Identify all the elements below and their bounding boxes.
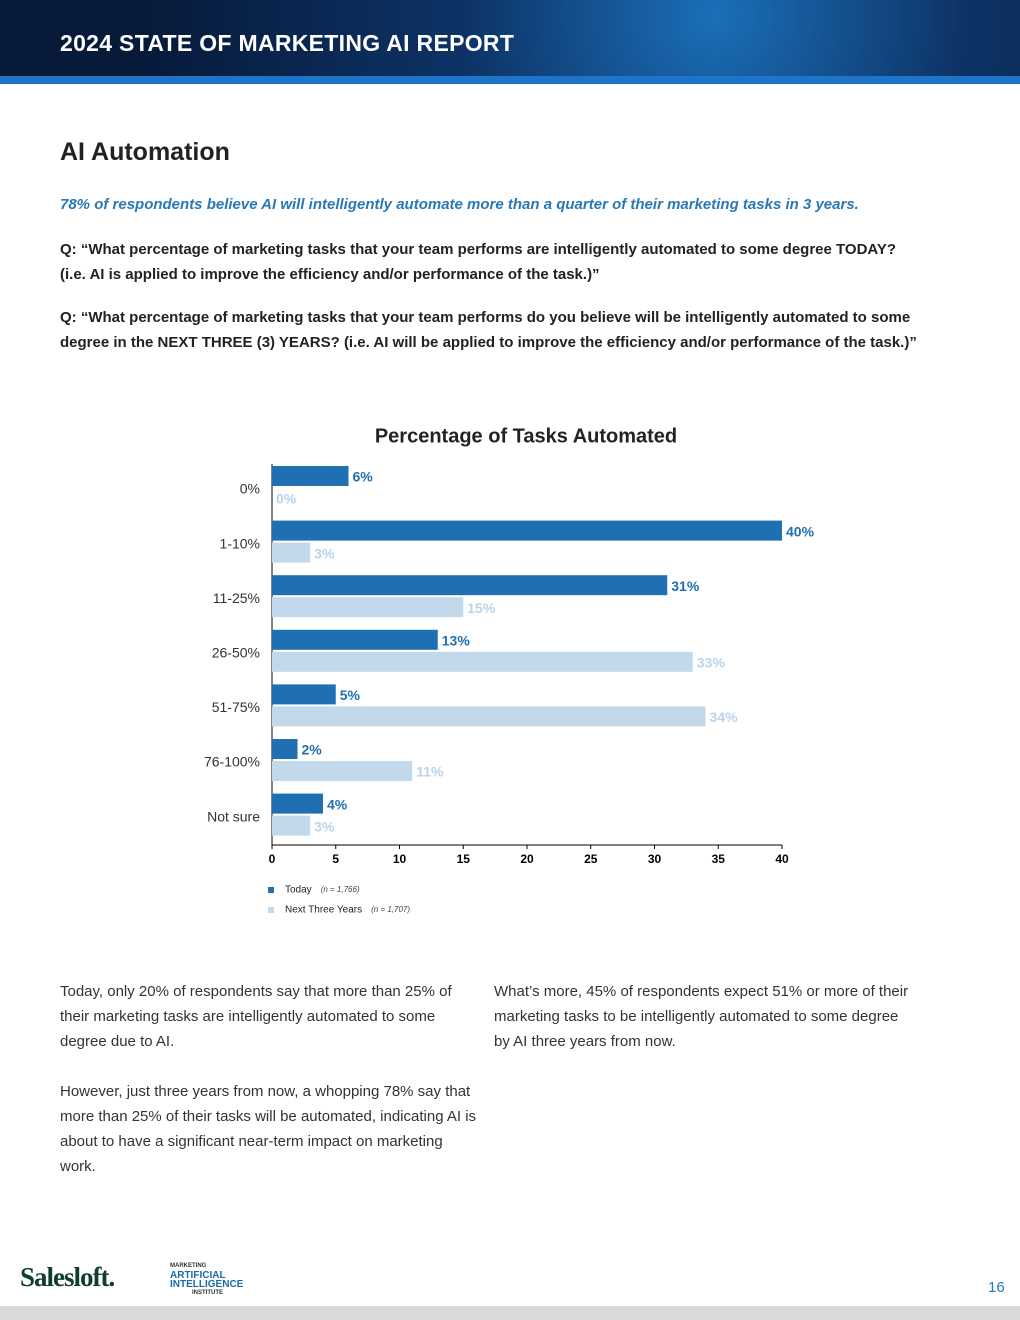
value-label: 0% xyxy=(276,491,297,507)
x-tick-label: 10 xyxy=(393,852,407,866)
value-label: 11% xyxy=(416,764,444,780)
x-tick-label: 35 xyxy=(712,852,726,866)
value-label: 33% xyxy=(697,655,726,671)
legend-note: (n = 1,766) xyxy=(321,885,360,894)
legend-label: Next Three Years xyxy=(285,905,362,916)
paragraph: However, just three years from now, a wh… xyxy=(60,1083,477,1175)
bar xyxy=(272,793,323,814)
bar xyxy=(272,575,668,596)
value-label: 40% xyxy=(786,523,815,539)
bar xyxy=(272,520,782,541)
y-tick-label: 1-10% xyxy=(220,535,260,551)
y-tick-label: 0% xyxy=(240,481,260,497)
legend-note: (n = 1,707) xyxy=(371,905,410,914)
value-label: 31% xyxy=(671,578,700,594)
bar xyxy=(272,815,311,836)
header-banner xyxy=(0,0,1020,76)
question: Q: “What percentage of marketing tasks t… xyxy=(60,241,897,283)
value-label: 34% xyxy=(710,709,739,725)
bar xyxy=(272,542,311,563)
logo-text: MARKETING xyxy=(170,1263,207,1269)
bar xyxy=(272,651,693,672)
chart-title: Percentage of Tasks Automated xyxy=(375,425,677,447)
body-left: Today, only 20% of respondents say that … xyxy=(60,979,480,1204)
value-label: 6% xyxy=(353,469,374,485)
x-tick-label: 40 xyxy=(775,852,789,866)
bar xyxy=(272,739,298,759)
value-label: 13% xyxy=(442,633,471,649)
x-tick-label: 25 xyxy=(584,852,598,866)
bar xyxy=(272,684,336,705)
value-label: 5% xyxy=(340,687,361,703)
value-label: 4% xyxy=(327,796,348,812)
x-tick-label: 5 xyxy=(332,852,339,866)
y-tick-label: 51-75% xyxy=(212,699,260,715)
header-title: 2024 STATE OF MARKETING AI REPORT xyxy=(60,30,515,56)
bar xyxy=(272,466,349,486)
legend-label: Today xyxy=(285,885,312,896)
y-tick-label: 26-50% xyxy=(212,645,260,661)
bar xyxy=(272,761,413,781)
value-label: 3% xyxy=(314,545,335,561)
section-title: AI Automation xyxy=(60,138,230,166)
x-tick-label: 30 xyxy=(648,852,662,866)
bar xyxy=(272,597,464,618)
footer-strip xyxy=(0,1306,1020,1320)
value-label: 2% xyxy=(302,742,323,758)
logo: Salesloft. xyxy=(20,1262,115,1292)
chart: Percentage of Tasks Automated 0 5 10 15 20 25… xyxy=(204,425,815,916)
y-tick-label: Not sure xyxy=(207,808,260,824)
highlight: 78% of respondents believe AI will intel… xyxy=(60,196,859,213)
body-right: What’s more, 45% of respondents expect 5… xyxy=(494,979,914,1079)
bar xyxy=(272,706,706,727)
value-label: 3% xyxy=(314,818,335,834)
bar xyxy=(272,629,438,650)
paragraph: Today, only 20% of respondents say that … xyxy=(60,983,452,1050)
legend-swatch xyxy=(268,907,274,913)
y-tick-label: 76-100% xyxy=(204,754,260,770)
logo-text: INSTITUTE xyxy=(192,1290,223,1296)
page-number: 16 xyxy=(988,1279,1005,1296)
institute-logo: MARKETING ARTIFICIAL INTELLIGENCE INSTIT… xyxy=(170,1262,243,1298)
value-label: 15% xyxy=(467,600,496,616)
x-tick-label: 20 xyxy=(520,852,534,866)
x-tick-label: 15 xyxy=(457,852,471,866)
header-strip xyxy=(0,76,1020,84)
y-tick-label: 11-25% xyxy=(213,590,260,606)
legend-swatch xyxy=(268,887,274,893)
logo-text: ARTIFICIAL xyxy=(170,1270,226,1281)
x-tick-label: 0 xyxy=(269,852,276,866)
logo-text: INTELLIGENCE xyxy=(170,1279,244,1290)
paragraph: What’s more, 45% of respondents expect 5… xyxy=(494,983,909,1050)
question: Q: “What percentage of marketing tasks t… xyxy=(60,309,917,351)
